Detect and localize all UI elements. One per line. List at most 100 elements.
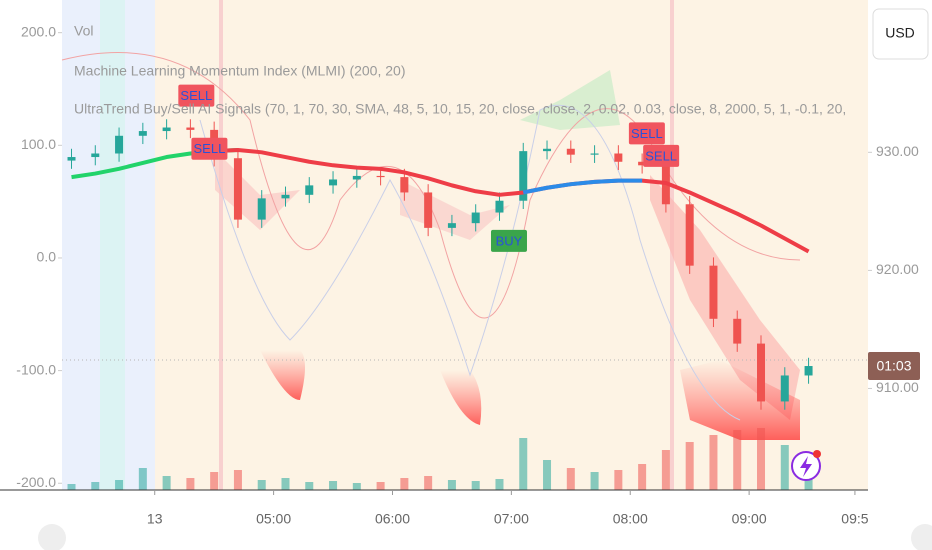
- candle-body: [257, 198, 266, 220]
- band: [520, 70, 620, 130]
- volume-bar: [638, 464, 647, 490]
- signal-box: [643, 144, 680, 167]
- candle-body: [233, 158, 242, 220]
- candle-body: [91, 153, 100, 158]
- volume-bar: [614, 470, 623, 490]
- candle-body: [543, 148, 552, 152]
- y-tick-label: 100.0: [21, 136, 56, 152]
- nav-button[interactable]: [38, 524, 66, 550]
- y-tick-label: 200.0: [21, 23, 56, 39]
- volume-bar: [495, 479, 504, 490]
- volume-bar: [186, 478, 195, 490]
- x-tick-label: 13: [147, 511, 163, 527]
- volume-bar: [162, 476, 171, 490]
- candle-body: [115, 135, 124, 154]
- volume-bar: [709, 435, 718, 490]
- plot: SELL SELL BUY SELL SELL: [67, 84, 813, 490]
- volume-bar: [352, 483, 361, 490]
- candle-body: [281, 194, 290, 199]
- x-tick-label: 09:5: [841, 511, 868, 527]
- y-tick-label: -100.0: [16, 361, 56, 377]
- candle-body: [566, 148, 575, 155]
- signal-box: [178, 84, 215, 107]
- candle-body: [67, 157, 76, 161]
- y2-tick-label: 920.00: [876, 261, 919, 277]
- x-tick-label: 08:00: [613, 511, 648, 527]
- volume-bar: [376, 482, 385, 490]
- volume-bar: [67, 484, 76, 490]
- volume-bar: [305, 482, 314, 490]
- signal-box: [191, 137, 228, 160]
- ma-line: [214, 147, 810, 254]
- y-tick-label: 0.0: [37, 249, 57, 265]
- candle-body: [733, 318, 742, 344]
- signal-box: [628, 122, 665, 145]
- candle-body: [186, 127, 195, 130]
- candle-body: [424, 192, 433, 228]
- y-tick-label: -200.0: [16, 474, 56, 490]
- candle-body: [709, 265, 718, 319]
- volume-bar: [685, 442, 694, 490]
- volume-bar: [471, 481, 480, 490]
- candle-body: [352, 175, 361, 180]
- y2-tick-label: 910.00: [876, 379, 919, 395]
- volume-bar: [543, 460, 552, 490]
- signal-label: SELL: [194, 141, 226, 156]
- signal-label: SELL: [180, 88, 212, 103]
- y2-tick-label: 930.00: [876, 143, 919, 159]
- bg-stripe: [219, 0, 223, 490]
- ma-line: [522, 178, 643, 195]
- volume-bar: [566, 468, 575, 490]
- candle-body: [638, 161, 647, 166]
- volume-bar: [257, 480, 266, 490]
- legend-line: Machine Learning Momentum Index (MLMI) (…: [74, 63, 405, 79]
- signal-box: [490, 229, 527, 252]
- bg-cyan: [100, 0, 125, 490]
- x-tick-label: 07:00: [494, 511, 529, 527]
- x-tick-label: 06:00: [375, 511, 410, 527]
- candle-body: [614, 153, 623, 162]
- candle-body: [804, 366, 813, 376]
- volume-bar: [115, 480, 124, 490]
- volume-bar: [661, 450, 670, 490]
- candle-body: [400, 177, 409, 193]
- candle-body: [519, 151, 528, 201]
- volume-bar: [447, 480, 456, 490]
- candle-body: [162, 127, 171, 132]
- candle-body: [305, 185, 314, 195]
- countdown: 01:03: [876, 358, 911, 374]
- signal-label: SELL: [645, 148, 677, 163]
- volume-bar: [780, 445, 789, 490]
- volume-bar: [400, 478, 409, 490]
- volume-bar: [590, 472, 599, 490]
- volume-bar: [424, 476, 433, 490]
- volume-bar: [91, 482, 100, 490]
- legend-line: UltraTrend Buy/Sell AI Signals (70, 1, 7…: [74, 101, 846, 117]
- band: [680, 360, 800, 440]
- band: [260, 350, 305, 400]
- volume-bar: [233, 470, 242, 490]
- signal-label: BUY: [496, 233, 523, 248]
- candle-body: [329, 179, 338, 186]
- legend-line: Vol: [74, 23, 93, 39]
- candle-body: [376, 175, 385, 178]
- x-tick-label: 05:00: [256, 511, 291, 527]
- osc-line: [199, 104, 741, 421]
- volume-bar: [757, 428, 766, 490]
- candle-body: [447, 223, 456, 228]
- candle-body: [757, 343, 766, 402]
- candle-body: [471, 212, 480, 224]
- volume-bar: [329, 481, 338, 490]
- volume-bar: [138, 468, 147, 490]
- candle-body: [138, 131, 147, 136]
- candle-body: [685, 204, 694, 266]
- volume-bar: [733, 430, 742, 490]
- countdown-tag: [868, 352, 920, 381]
- currency-button[interactable]: [872, 8, 929, 60]
- signal-label: SELL: [631, 126, 663, 141]
- currency[interactable]: USD: [885, 25, 915, 41]
- nav-button[interactable]: [911, 524, 932, 550]
- candle-body: [495, 200, 504, 213]
- volume-bar: [281, 478, 290, 490]
- candle-body: [590, 153, 599, 155]
